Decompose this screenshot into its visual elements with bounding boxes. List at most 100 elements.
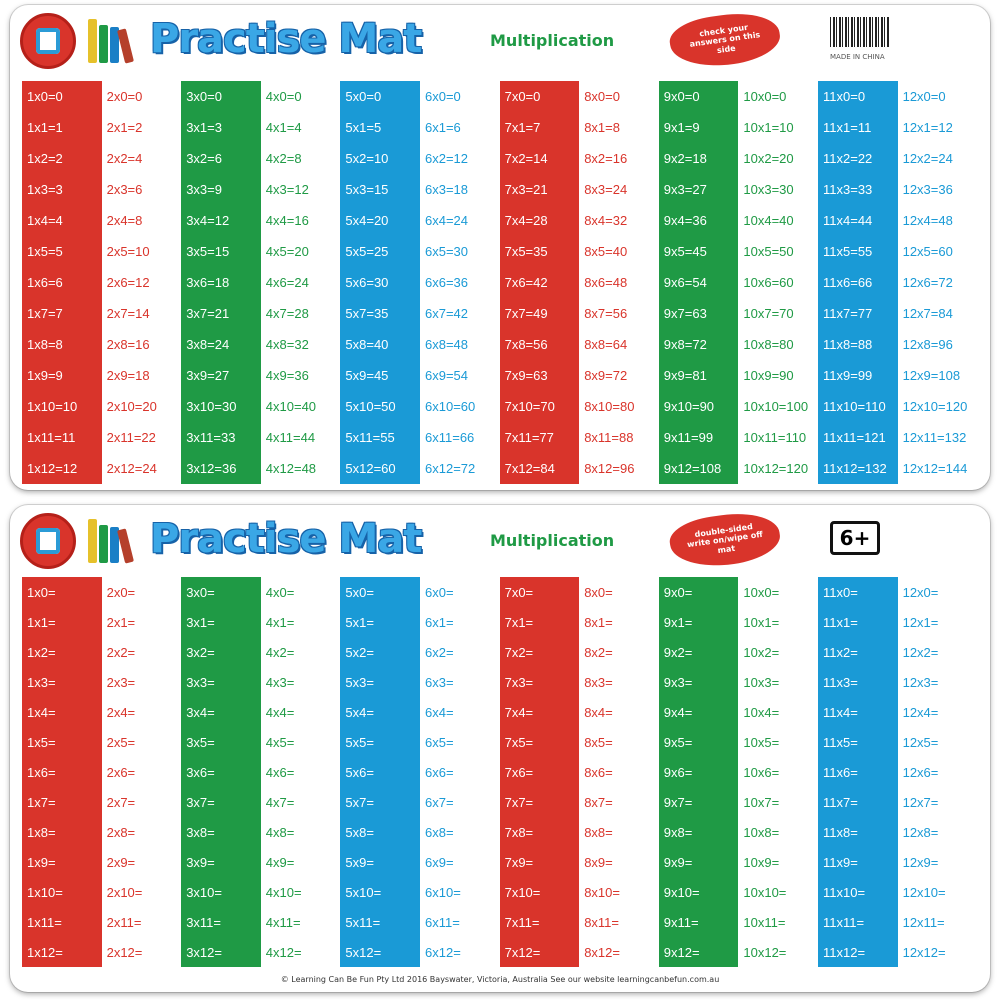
multiplication-fact: 3x11=33 — [186, 430, 236, 445]
multiplication-fact: 6x3=18 — [425, 182, 469, 197]
multiplication-fact: 3x9=27 — [186, 368, 230, 383]
multiplication-fact: 6x3= — [425, 674, 454, 690]
multiplication-fact: 2x10= — [106, 884, 143, 900]
multiplication-fact: 1x1=1 — [27, 120, 63, 135]
multiplication-fact: 1x4=4 — [27, 213, 63, 228]
multiplication-fact: 5x10=50 — [345, 399, 396, 414]
multiplication-fact: 12x5= — [902, 734, 939, 750]
multiplication-fact: 4x5= — [265, 734, 295, 750]
multiplication-fact: 1x6= — [27, 764, 56, 780]
multiplication-fact: 12x11=132 — [902, 430, 967, 445]
multiplication-fact: 8x2= — [584, 644, 613, 660]
multiplication-fact: 5x2=10 — [345, 151, 389, 166]
times-table-column: 12x0=0 12x1=12 12x2=24 12x3=36 12x4=48 12x5=6… — [898, 81, 978, 484]
multiplication-fact: 1x7= — [27, 794, 56, 810]
multiplication-fact: 9x7=63 — [663, 306, 707, 321]
multiplication-fact: 7x10= — [504, 884, 541, 900]
multiplication-fact: 11x2=22 — [823, 151, 873, 166]
multiplication-fact: 7x9= — [504, 854, 534, 870]
multiplication-fact: 12x3=36 — [902, 182, 953, 197]
times-table-column: 6x0=0 6x1=6 6x2=12 6x3=18 6x4=24 6x5=30 6x6=36… — [420, 81, 500, 484]
multiplication-fact: 11x10= — [823, 884, 866, 900]
multiplication-fact: 5x5= — [345, 734, 374, 750]
multiplication-fact: 10x8=80 — [743, 337, 794, 352]
mat-title: Practise Mat — [150, 516, 422, 562]
multiplication-fact: 7x0= — [504, 584, 534, 600]
multiplication-fact: 1x11= — [27, 914, 62, 930]
multiplication-fact: 3x9= — [186, 854, 215, 870]
double-sided-badge: double-sided write on/wipe off mat — [667, 507, 783, 573]
copyright-footer: © Learning Can Be Fun Pty Ltd 2016 Baysw… — [280, 975, 720, 984]
multiplication-fact: 9x5=45 — [663, 244, 707, 259]
times-table-column: 2x0=0 2x1=2 2x2=4 2x3=6 2x4=8 2x5=10 2x6=12 2x7… — [102, 81, 182, 484]
multiplication-fact: 7x12=84 — [504, 461, 555, 476]
multiplication-fact: 1x2= — [27, 644, 56, 660]
multiplication-fact: 3x12= — [186, 944, 222, 960]
multiplication-fact: 6x2=12 — [425, 151, 469, 166]
multiplication-fact: 11x11=121 — [823, 430, 886, 445]
multiplication-fact: 4x6=24 — [265, 275, 309, 290]
multiplication-fact: 2x9=18 — [106, 368, 150, 383]
multiplication-fact: 10x1= — [743, 614, 780, 630]
times-table-column: 4x0=0 4x1=4 4x2=8 4x3=12 4x4=16 4x5=20 4x6=24 4… — [261, 81, 341, 484]
multiplication-fact: 4x2= — [265, 644, 295, 660]
multiplication-fact: 8x3= — [584, 674, 613, 690]
multiplication-fact: 7x10=70 — [504, 399, 555, 414]
practise-mat-front-blank-side: Practise Mat Multiplication double-sided… — [10, 505, 990, 992]
multiplication-fact: 9x9=81 — [663, 368, 707, 383]
multiplication-fact: 12x1=12 — [902, 120, 953, 135]
multiplication-fact: 3x2= — [186, 644, 215, 660]
multiplication-fact: 1x7=7 — [27, 306, 63, 321]
multiplication-fact: 8x7= — [584, 794, 613, 810]
multiplication-fact: 3x10=30 — [186, 399, 237, 414]
multiplication-fact: 7x4= — [504, 704, 534, 720]
multiplication-fact: 5x11= — [345, 914, 381, 930]
multiplication-fact: 4x3= — [265, 674, 295, 690]
multiplication-fact: 8x5= — [584, 734, 613, 750]
multiplication-fact: 8x9= — [584, 854, 613, 870]
multiplication-fact: 9x7= — [663, 794, 693, 810]
multiplication-fact: 8x1=8 — [584, 120, 620, 135]
multiplication-fact: 10x4= — [743, 704, 780, 720]
multiplication-fact: 2x8=16 — [106, 337, 150, 352]
multiplication-fact: 5x12=60 — [345, 461, 396, 476]
multiplication-fact: 9x0=0 — [663, 89, 700, 104]
multiplication-fact: 12x6=72 — [902, 275, 953, 290]
multiplication-fact: 5x1=5 — [345, 120, 382, 135]
multiplication-fact: 2x7=14 — [106, 306, 150, 321]
multiplication-fact: 9x9= — [663, 854, 693, 870]
mat-subtitle: Multiplication — [490, 31, 615, 50]
multiplication-fact: 8x4=32 — [584, 213, 628, 228]
multiplication-fact: 2x1=2 — [106, 120, 143, 135]
multiplication-fact: 11x4= — [823, 704, 858, 720]
multiplication-fact: 10x0=0 — [743, 89, 787, 104]
multiplication-fact: 12x3= — [902, 674, 939, 690]
times-table-column: 2x0= 2x1= 2x2= 2x3= 2x4= 2x5= 2x6= 2x7= 2x8= 2x9=… — [102, 577, 182, 967]
multiplication-fact: 1x3=3 — [27, 182, 63, 197]
multiplication-fact: 4x10= — [265, 884, 302, 900]
multiplication-fact: 5x4=20 — [345, 213, 389, 228]
multiplication-fact: 11x6= — [823, 764, 858, 780]
multiplication-fact: 2x12=24 — [106, 461, 157, 476]
multiplication-fact: 8x10=80 — [584, 399, 635, 414]
multiplication-fact: 6x11=66 — [425, 430, 475, 445]
multiplication-fact: 9x12= — [663, 944, 700, 960]
multiplication-fact: 6x0= — [425, 584, 454, 600]
multiplication-fact: 11x8=88 — [823, 337, 873, 352]
multiplication-fact: 3x6= — [186, 764, 215, 780]
multiplication-fact: 1x4= — [27, 704, 56, 720]
multiplication-fact: 3x8= — [186, 824, 215, 840]
multiplication-fact: 9x2= — [663, 644, 693, 660]
multiplication-fact: 10x7=70 — [743, 306, 794, 321]
multiplication-fact: 4x12=48 — [265, 461, 317, 476]
multiplication-fact: 4x6= — [265, 764, 295, 780]
multiplication-fact: 2x0= — [106, 584, 136, 600]
multiplication-fact: 4x1=4 — [265, 120, 302, 135]
multiplication-fact: 7x6=42 — [504, 275, 548, 290]
multiplication-fact: 3x7= — [186, 794, 215, 810]
multiplication-fact: 4x2=8 — [265, 151, 302, 166]
multiplication-fact: 5x6=30 — [345, 275, 389, 290]
multiplication-fact: 5x2= — [345, 644, 374, 660]
multiplication-fact: 10x6=60 — [743, 275, 794, 290]
multiplication-fact: 3x0= — [186, 584, 215, 600]
